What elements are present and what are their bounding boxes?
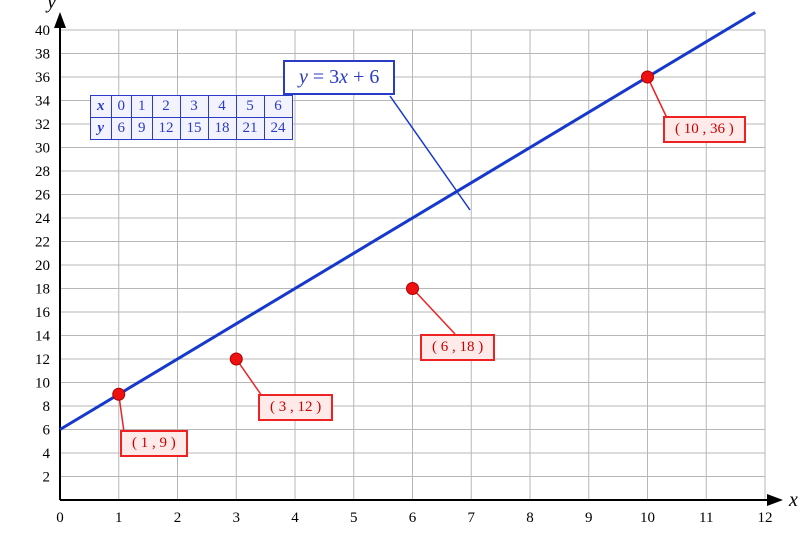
svg-text:22: 22: [35, 235, 50, 251]
svg-text:12: 12: [35, 352, 50, 368]
svg-text:11: 11: [699, 510, 713, 526]
svg-text:6: 6: [43, 423, 51, 439]
svg-text:1: 1: [115, 510, 123, 526]
svg-text:38: 38: [35, 47, 50, 63]
svg-text:10: 10: [35, 376, 50, 392]
svg-text:3: 3: [233, 510, 241, 526]
svg-text:26: 26: [35, 188, 51, 204]
svg-text:9: 9: [585, 510, 593, 526]
equation-box: y = 3x + 6: [283, 60, 395, 95]
svg-text:16: 16: [35, 305, 51, 321]
svg-text:2: 2: [174, 510, 182, 526]
svg-text:2: 2: [43, 470, 51, 486]
svg-text:40: 40: [35, 23, 50, 39]
svg-text:y: y: [45, 0, 56, 13]
svg-text:4: 4: [43, 446, 51, 462]
svg-text:28: 28: [35, 164, 50, 180]
point-label: ( 10 , 36 ): [663, 116, 746, 143]
svg-text:14: 14: [35, 329, 51, 345]
point-label: ( 3 , 12 ): [258, 394, 333, 421]
data-table: x0123456y691215182124: [90, 95, 293, 140]
chart-svg: xy01234567891011122468101214161820222426…: [0, 0, 800, 547]
svg-text:5: 5: [350, 510, 358, 526]
point-label: ( 1 , 9 ): [120, 430, 188, 457]
svg-text:10: 10: [640, 510, 655, 526]
svg-text:30: 30: [35, 141, 50, 157]
svg-text:20: 20: [35, 258, 50, 274]
svg-text:6: 6: [409, 510, 417, 526]
point-label: ( 6 , 18 ): [420, 334, 495, 361]
svg-text:18: 18: [35, 282, 50, 298]
svg-text:0: 0: [56, 510, 64, 526]
svg-text:36: 36: [35, 70, 51, 86]
svg-text:7: 7: [468, 510, 476, 526]
svg-text:24: 24: [35, 211, 51, 227]
svg-text:32: 32: [35, 117, 50, 133]
svg-text:8: 8: [43, 399, 51, 415]
svg-text:x: x: [788, 489, 798, 511]
chart-container: xy01234567891011122468101214161820222426…: [0, 0, 800, 547]
svg-text:34: 34: [35, 94, 51, 110]
svg-text:8: 8: [526, 510, 534, 526]
svg-text:4: 4: [291, 510, 299, 526]
svg-text:12: 12: [758, 510, 773, 526]
